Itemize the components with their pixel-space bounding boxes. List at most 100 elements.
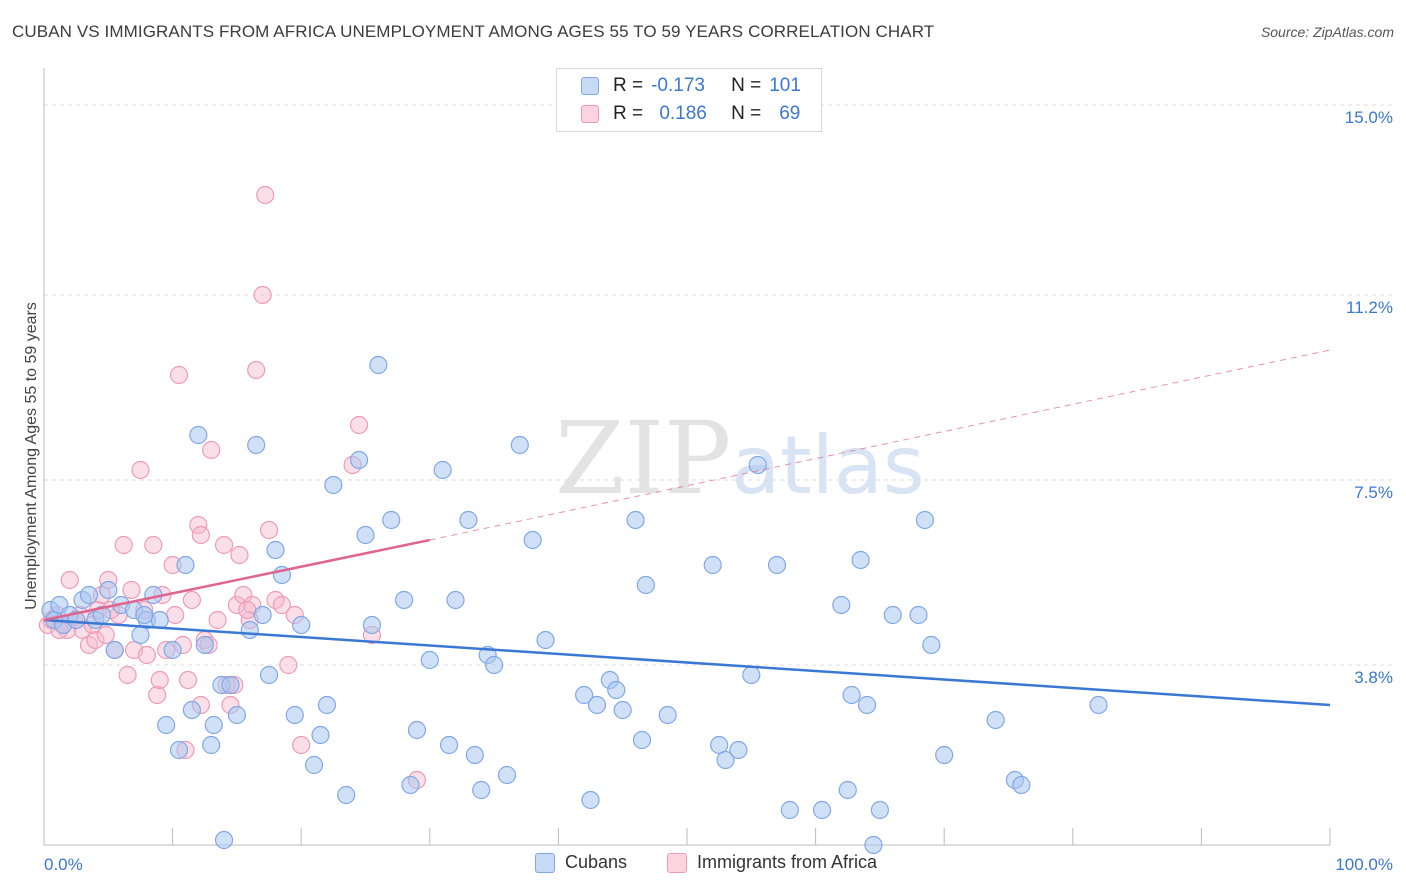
- africa-point: [178, 670, 198, 690]
- africa-point: [131, 460, 150, 480]
- cuban-point: [607, 680, 626, 700]
- cuban-point: [986, 710, 1005, 730]
- cuban-point: [922, 635, 941, 655]
- cuban-point: [748, 455, 767, 475]
- cuban-point: [304, 755, 324, 775]
- bottom-legend-swatch-africa: [667, 852, 687, 873]
- africa-point: [96, 625, 115, 645]
- africa-point: [259, 520, 279, 540]
- legend-r-value: 0.186: [659, 103, 707, 124]
- cuban-point: [864, 835, 883, 855]
- legend-r-label: R =: [613, 75, 644, 96]
- cuban-point: [1012, 775, 1031, 795]
- series-cubans: [41, 355, 1108, 855]
- cuban-point: [497, 765, 517, 785]
- africa-point: [234, 585, 253, 605]
- cuban-point: [716, 750, 735, 770]
- cuban-point: [780, 800, 799, 820]
- bottom-legend-swatch-cubans: [535, 852, 555, 873]
- cuban-point: [356, 525, 375, 545]
- cuban-point: [311, 725, 330, 745]
- cuban-point: [472, 780, 491, 800]
- cuban-point: [259, 665, 279, 685]
- africa-point: [247, 360, 266, 380]
- legend: R = -0.173 N = 101 R = 0.186 N = 69: [556, 68, 822, 132]
- cuban-point: [182, 700, 201, 720]
- legend-row-africa: R = 0.186 N = 69: [581, 101, 800, 127]
- y-tick-label: 7.5%: [1354, 483, 1393, 502]
- grid-lines: [44, 104, 1393, 666]
- y-tick-labels: 3.8% 7.5% 11.2% 15.0%: [1345, 108, 1393, 687]
- africa-point: [214, 535, 234, 555]
- series-africa: [38, 185, 427, 790]
- cuban-point: [247, 435, 266, 455]
- africa-point: [118, 665, 137, 685]
- cuban-point: [832, 595, 851, 615]
- cuban-point: [613, 700, 632, 720]
- cuban-point: [626, 510, 645, 530]
- legend-swatch-cubans: [581, 77, 599, 95]
- africa-point: [169, 365, 189, 385]
- africa-point: [272, 595, 292, 615]
- africa-point: [122, 580, 141, 600]
- legend-swatch-africa: [581, 105, 599, 123]
- legend-n-value: 101: [769, 75, 801, 96]
- legend-r-label: R =: [613, 103, 644, 124]
- africa-point: [60, 570, 79, 590]
- cuban-point: [227, 705, 246, 725]
- cuban-point: [337, 785, 356, 805]
- cuban-point: [195, 635, 214, 655]
- cuban-point: [729, 740, 748, 760]
- bottom-legend-cubans: Cubans: [535, 852, 627, 873]
- legend-n-label: N =: [731, 75, 762, 96]
- africa-point: [256, 185, 275, 205]
- cuban-point: [420, 650, 439, 670]
- cuban-point: [710, 735, 729, 755]
- cuban-point: [253, 605, 272, 625]
- africa-point: [349, 415, 369, 435]
- africa-point: [150, 670, 169, 690]
- cuban-point: [870, 800, 890, 820]
- cuban-point: [742, 665, 761, 685]
- cuban-point: [883, 605, 902, 625]
- y-tick-label: 15.0%: [1345, 108, 1393, 127]
- cuban-point: [317, 695, 337, 715]
- cuban-point: [99, 580, 118, 600]
- y-tick-label: 11.2%: [1346, 298, 1393, 317]
- cuban-point: [349, 450, 369, 470]
- trend-line-cubans: [43, 618, 1331, 707]
- cuban-point: [214, 830, 234, 850]
- cuban-point: [485, 655, 504, 675]
- cuban-point: [362, 615, 382, 635]
- africa-point: [227, 595, 246, 615]
- cuban-point: [324, 475, 343, 495]
- cuban-point: [285, 705, 304, 725]
- africa-point: [208, 610, 227, 630]
- africa-point: [166, 605, 185, 625]
- y-axis-label: Unemployment Among Ages 55 to 59 years: [23, 302, 40, 610]
- cuban-point: [169, 740, 189, 760]
- trend-lines: [43, 349, 1331, 707]
- cuban-point: [465, 745, 484, 765]
- cuban-point: [935, 745, 954, 765]
- source-label: Source: ZipAtlas.com: [1260, 24, 1394, 40]
- cuban-point: [446, 590, 465, 610]
- axes: [43, 68, 1330, 846]
- cuban-point: [703, 555, 722, 575]
- cuban-point: [909, 605, 928, 625]
- africa-point: [144, 535, 163, 555]
- cuban-point: [150, 610, 169, 630]
- cuban-point: [369, 355, 388, 375]
- cuban-point: [79, 585, 99, 605]
- africa-point: [114, 535, 133, 555]
- cuban-point: [838, 780, 857, 800]
- cuban-point: [1089, 695, 1108, 715]
- trend-line-africa-extension: [429, 349, 1331, 541]
- africa-point: [148, 685, 167, 705]
- chart-title: CUBAN VS IMMIGRANTS FROM AFRICA UNEMPLOY…: [12, 22, 935, 41]
- cuban-point: [575, 685, 594, 705]
- legend-row-cubans: R = -0.173 N = 101: [581, 73, 801, 99]
- africa-point: [202, 440, 221, 460]
- cuban-point: [292, 615, 311, 635]
- africa-point: [292, 735, 311, 755]
